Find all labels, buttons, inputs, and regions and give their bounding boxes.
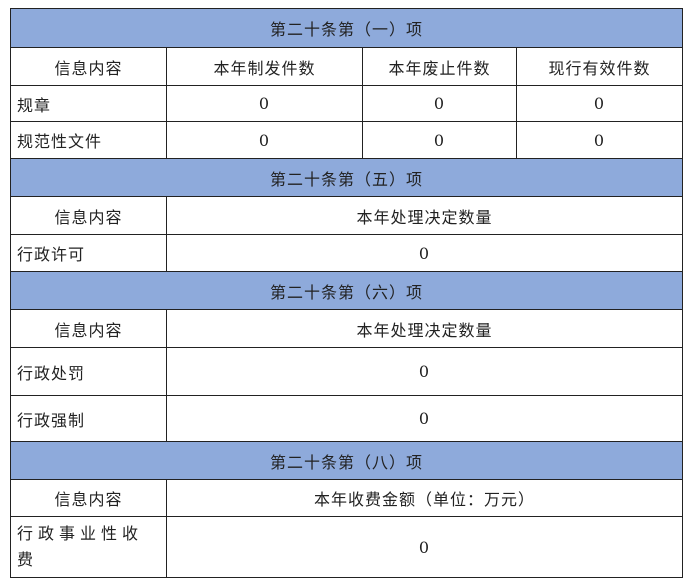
cell-value: 0	[515, 85, 684, 122]
cell-value: 0	[165, 234, 684, 272]
cell-value: 0	[165, 516, 684, 578]
table-row: 行政许可 0	[10, 234, 684, 272]
row-label: 行政许可	[10, 234, 167, 272]
cell-value: 0	[165, 347, 684, 396]
table-row: 行政事业性收费 0	[10, 516, 684, 578]
column-header: 本年废止件数	[362, 47, 517, 86]
cell-value: 0	[165, 395, 684, 442]
table-row: 规章 0 0 0	[10, 85, 684, 122]
disclosure-table: 第二十条第（一）项 信息内容 本年制发件数 本年废止件数 现行有效件数 规章 0…	[9, 8, 684, 578]
cell-value: 0	[166, 121, 363, 159]
row-label: 规章	[10, 85, 167, 122]
column-header: 信息内容	[10, 47, 167, 86]
table-row: 行政强制 0	[10, 395, 684, 442]
column-header: 信息内容	[10, 309, 167, 348]
section-title: 第二十条第（一）项	[9, 8, 684, 48]
column-header: 本年处理决定数量	[165, 309, 684, 348]
table-row: 行政处罚 0	[10, 347, 684, 396]
column-header: 信息内容	[10, 196, 167, 235]
column-header: 本年制发件数	[166, 47, 363, 86]
row-label: 行政强制	[10, 395, 167, 442]
table-row: 规范性文件 0 0 0	[10, 121, 684, 159]
cell-value: 0	[166, 85, 363, 122]
row-label: 规范性文件	[10, 121, 167, 159]
cell-value: 0	[362, 121, 517, 159]
cell-value: 0	[515, 121, 684, 159]
column-header: 本年收费金额（单位：万元）	[165, 479, 684, 517]
cell-value: 0	[362, 85, 517, 122]
section-title: 第二十条第（八）项	[9, 441, 684, 480]
section-title: 第二十条第（五）项	[9, 158, 684, 197]
section-title: 第二十条第（六）项	[9, 271, 684, 310]
column-header: 信息内容	[10, 479, 167, 517]
row-label: 行政处罚	[10, 347, 167, 396]
column-header: 现行有效件数	[515, 47, 684, 86]
row-label: 行政事业性收费	[10, 516, 167, 578]
column-header: 本年处理决定数量	[165, 196, 684, 235]
